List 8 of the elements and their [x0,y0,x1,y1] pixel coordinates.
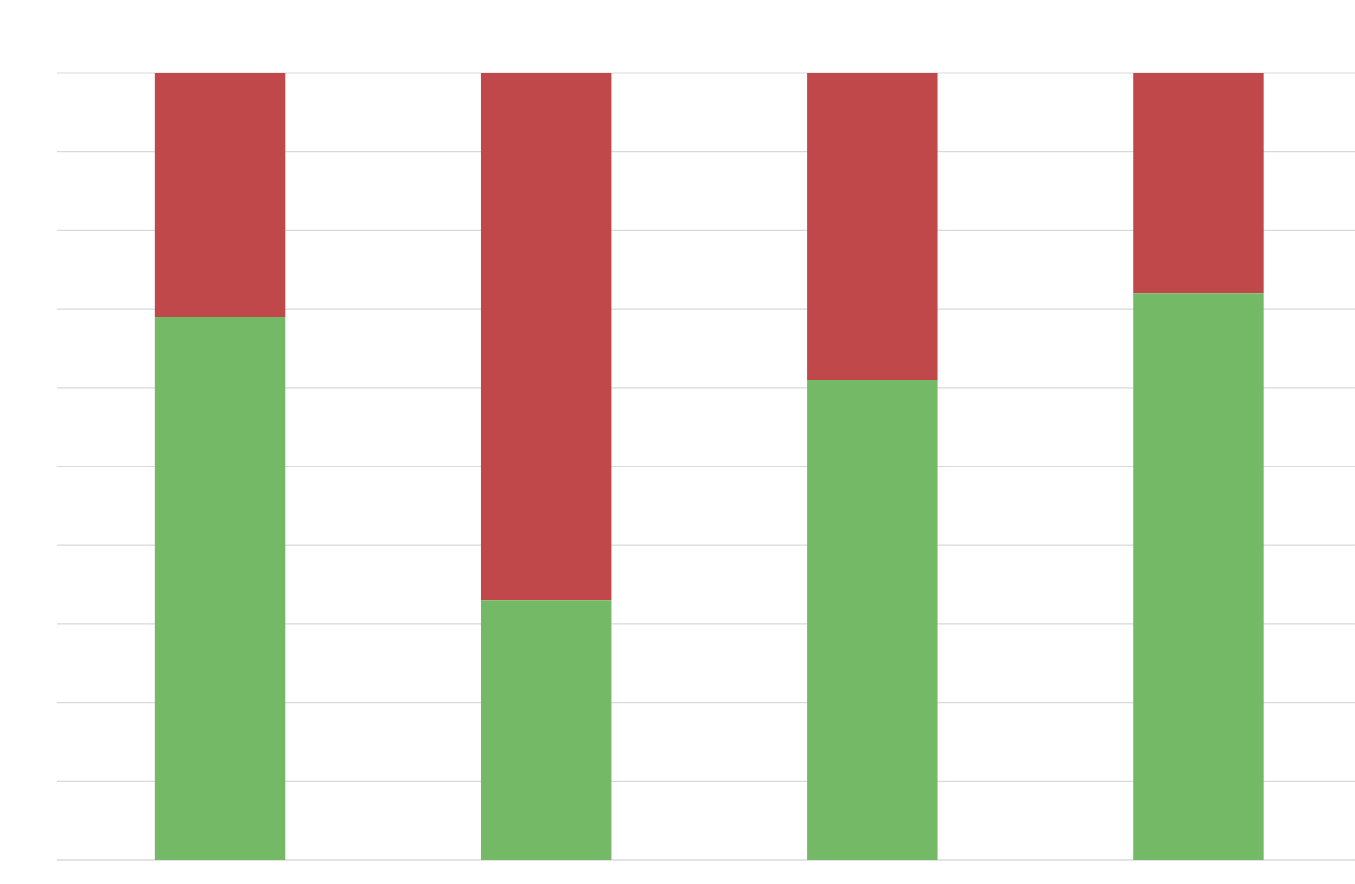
bar [154,72,286,317]
bar [480,72,612,601]
bar [807,379,938,860]
bar [154,316,286,860]
bar [807,72,938,380]
bar [480,600,612,860]
bar [1133,293,1264,860]
bar [1133,72,1264,294]
